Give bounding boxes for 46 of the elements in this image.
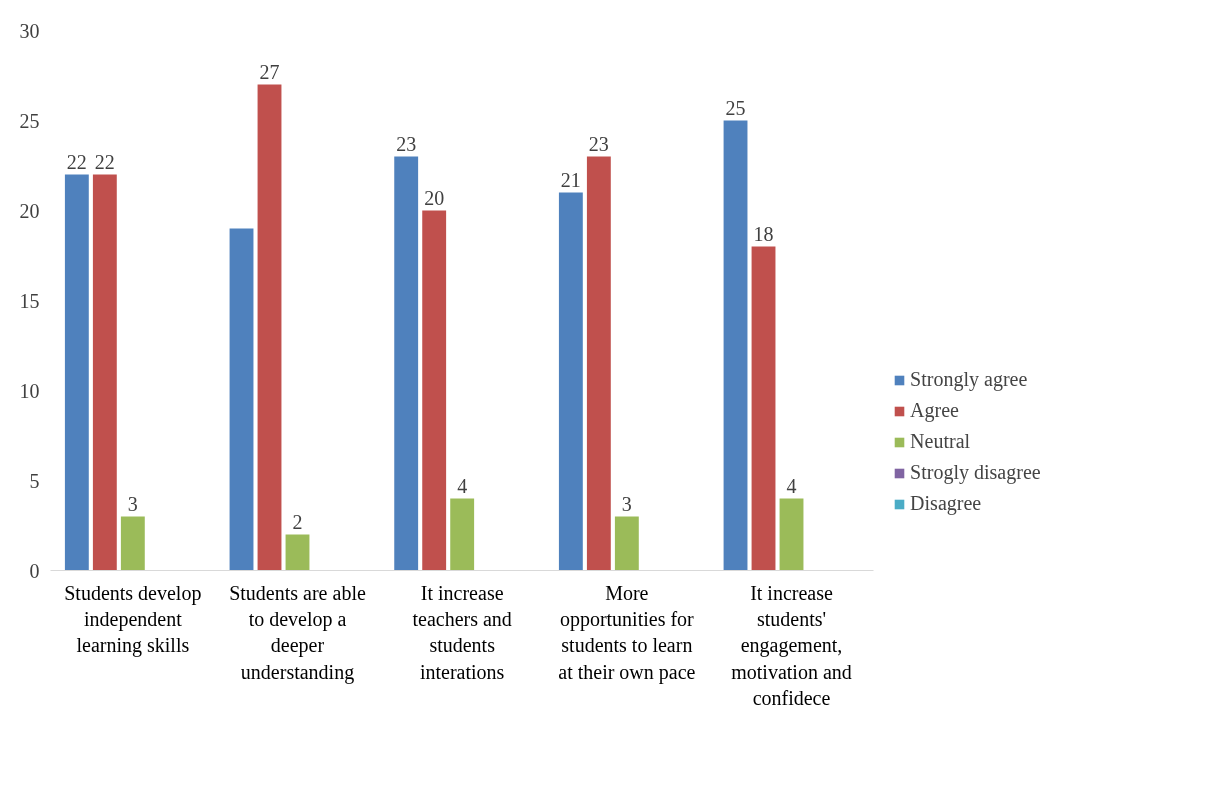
bar [120, 516, 145, 571]
data-label: 18 [753, 222, 774, 245]
bar [64, 174, 89, 571]
bar [257, 84, 282, 571]
x-tick-label: More opportunities for students to learn at their own pace [558, 581, 696, 684]
data-label: 25 [725, 96, 746, 119]
bar [614, 516, 639, 571]
bar [92, 174, 117, 571]
bar [586, 156, 611, 571]
bar [751, 246, 776, 571]
data-label: 23 [396, 132, 417, 155]
data-label: 3 [127, 492, 138, 515]
data-label: 21 [560, 168, 581, 191]
x-tick-label: It increase teachers and students interations [412, 581, 512, 683]
data-label: 20 [424, 186, 445, 209]
y-tick-label: 20 [19, 199, 40, 222]
data-label: 2 [292, 510, 303, 533]
legend-label: Neutral [910, 430, 971, 453]
y-tick-label: 25 [19, 109, 40, 132]
bar [723, 120, 748, 571]
data-label: 4 [457, 474, 468, 497]
data-label: 27 [259, 60, 280, 83]
y-tick-label: 10 [19, 379, 40, 402]
bar [558, 192, 583, 571]
data-label: 22 [94, 150, 115, 173]
data-label: 4 [786, 474, 797, 497]
bar [229, 228, 254, 571]
legend-label: Strogly disagree [910, 461, 1041, 484]
bar [422, 210, 447, 571]
data-label: 3 [621, 492, 632, 515]
bar [394, 156, 419, 571]
data-label: 23 [588, 132, 609, 155]
y-tick-label: 0 [29, 559, 40, 582]
x-tick-label: Students are able to develop a deeper understanding [229, 581, 366, 684]
y-tick-label: 5 [29, 469, 40, 492]
legend-label: Agree [910, 399, 959, 422]
legend-label: Disagree [910, 492, 982, 515]
legend-label: Strongly agree [910, 368, 1028, 391]
y-tick-label: 15 [19, 289, 40, 312]
data-label: 22 [66, 150, 87, 173]
bar [450, 498, 475, 571]
x-tick-label: Students develop independent learning skills [64, 581, 202, 658]
y-tick-label: 30 [19, 19, 40, 42]
x-tick-label: It increase students' engagement, motivation and confidece [731, 581, 852, 710]
bar [285, 534, 310, 571]
bar [779, 498, 804, 571]
